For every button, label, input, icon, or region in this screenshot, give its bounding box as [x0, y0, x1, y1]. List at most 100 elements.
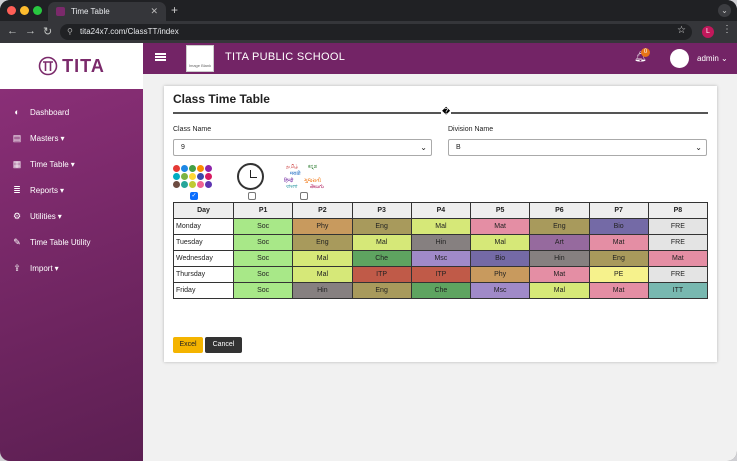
period-cell[interactable]: Bio	[588, 218, 649, 235]
time-mode-checkbox[interactable]	[248, 192, 256, 200]
address-bar[interactable]: ⚲ tita24x7.com/ClassTT/index	[60, 24, 692, 40]
language-mode-checkbox[interactable]	[300, 192, 308, 200]
period-cell[interactable]: Hin	[529, 250, 590, 267]
title-divider: �	[173, 107, 708, 116]
bookmark-star-icon[interactable]: ☆	[677, 25, 686, 36]
languages-icon[interactable]: தமிழ் ಕನ್ನಡ मराठी हिन्दी ગુજરાતી বাংলা తెలుగు	[284, 164, 330, 190]
color-palette-icon[interactable]	[173, 165, 216, 191]
palette-swatch	[181, 173, 188, 180]
period-cell[interactable]: Eng	[351, 282, 412, 299]
table-row: Friday Soc Hin Eng Che Msc Mal Mat ITT	[173, 282, 709, 299]
calendar-icon: ▦	[12, 159, 22, 169]
tab-search-icon[interactable]: ⌄	[718, 4, 731, 17]
profile-avatar[interactable]: L	[702, 26, 714, 38]
period-cell[interactable]: Hin	[292, 282, 353, 299]
period-cell[interactable]: FRE	[647, 218, 709, 235]
period-cell[interactable]: Mal	[292, 250, 353, 267]
reload-icon[interactable]: ↻	[43, 26, 53, 38]
sidebar-item-time-table-utility[interactable]: ✎ Time Table Utility	[11, 237, 90, 248]
table-row: Tuesday Soc Eng Mal Hin Mal Art Mat FRE	[173, 234, 709, 251]
palette-swatch	[189, 181, 196, 188]
period-cell[interactable]: ITT	[647, 282, 709, 299]
period-cell[interactable]: ITP	[351, 266, 412, 283]
period-cell[interactable]: Eng	[292, 234, 353, 251]
period-cell[interactable]: Mal	[529, 282, 590, 299]
column-header: P6	[529, 202, 590, 219]
minimize-window-button[interactable]	[20, 6, 29, 15]
sidebar-item-dashboard[interactable]: ◐ Dashboard	[11, 107, 69, 117]
period-cell[interactable]: ITP	[410, 266, 472, 283]
period-cell[interactable]: Eng	[588, 250, 649, 267]
browser-tab[interactable]: Time Table ✕	[48, 2, 166, 21]
maximize-window-button[interactable]	[33, 6, 42, 15]
class-name-select[interactable]: 9 ⌄	[173, 139, 432, 156]
sidebar-item-label: Import	[30, 264, 53, 273]
excel-button[interactable]: Excel	[173, 337, 203, 353]
sidebar-item-reports[interactable]: ≣ Reports ▾	[11, 185, 64, 196]
palette-swatch	[181, 165, 188, 172]
tab-title: Time Table	[71, 7, 110, 16]
period-cell[interactable]: Mal	[351, 234, 412, 251]
period-cell[interactable]: Mat	[588, 282, 649, 299]
brand-logo[interactable]: TITA	[0, 43, 143, 89]
period-cell[interactable]: Eng	[351, 218, 412, 235]
sidebar-item-masters[interactable]: ▤ Masters ▾	[11, 133, 65, 144]
hamburger-menu-icon[interactable]	[155, 53, 166, 61]
period-cell[interactable]: Msc	[410, 250, 472, 267]
period-cell[interactable]: Soc	[232, 250, 294, 267]
palette-swatch	[173, 165, 180, 172]
period-cell[interactable]: Art	[529, 234, 590, 251]
palette-swatch	[189, 173, 196, 180]
period-cell[interactable]: Eng	[529, 218, 590, 235]
period-cell[interactable]: Mat	[469, 218, 531, 235]
cancel-button[interactable]: Cancel	[205, 337, 242, 353]
period-cell[interactable]: FRE	[647, 234, 709, 251]
site-info-icon[interactable]: ⚲	[67, 27, 73, 36]
period-cell[interactable]: Che	[410, 282, 472, 299]
sidebar-item-import[interactable]: ⇪ Import ▾	[11, 263, 58, 274]
column-header: P8	[647, 202, 709, 219]
language-word: मराठी	[290, 171, 301, 177]
period-cell[interactable]: FRE	[647, 266, 709, 283]
period-cell[interactable]: PE	[588, 266, 649, 283]
period-cell[interactable]: Mal	[469, 234, 531, 251]
palette-swatch	[197, 173, 204, 180]
period-cell[interactable]: Phy	[292, 218, 353, 235]
day-cell: Wednesday	[173, 250, 234, 267]
palette-swatch	[205, 181, 212, 188]
notification-bell-icon[interactable]: 🔔︎	[634, 52, 647, 63]
period-cell[interactable]: Soc	[232, 266, 294, 283]
period-cell[interactable]: Mat	[588, 234, 649, 251]
top-bar: Image Blank TITA PUBLIC SCHOOL 🔔︎ 0 admi…	[143, 43, 737, 74]
period-cell[interactable]: Msc	[469, 282, 531, 299]
masters-icon: ▤	[12, 133, 22, 143]
period-cell[interactable]: Mal	[292, 266, 353, 283]
new-tab-icon[interactable]: +	[171, 3, 179, 17]
user-avatar[interactable]	[670, 49, 689, 68]
app-page: TITA ◐ Dashboard ▤ Masters ▾ ▦ Time Table ▾ ≣ Rep…	[0, 43, 737, 461]
back-icon[interactable]: ←	[7, 25, 18, 37]
period-cell[interactable]: Che	[351, 250, 412, 267]
color-mode-checkbox[interactable]: ✓	[190, 192, 198, 200]
period-cell[interactable]: Bio	[469, 250, 531, 267]
column-header: P5	[469, 202, 531, 219]
period-cell[interactable]: Mal	[410, 218, 472, 235]
period-cell[interactable]: Mat	[529, 266, 590, 283]
period-cell[interactable]: Hin	[410, 234, 472, 251]
sidebar-item-time-table[interactable]: ▦ Time Table ▾	[11, 159, 75, 170]
sidebar-item-utilities[interactable]: ⚙ Utilities ▾	[11, 211, 62, 222]
forward-icon[interactable]: →	[25, 25, 36, 37]
period-cell[interactable]: Soc	[232, 218, 294, 235]
period-cell[interactable]: Soc	[232, 234, 294, 251]
browser-menu-icon[interactable]: ⋮	[722, 24, 732, 35]
period-cell[interactable]: Soc	[232, 282, 294, 299]
division-name-select[interactable]: B ⌄	[448, 139, 707, 156]
period-cell[interactable]: Phy	[469, 266, 531, 283]
period-cell[interactable]: Mat	[647, 250, 709, 267]
table-header-row: Day P1 P2 P3 P4 P5 P6 P7 P8	[173, 202, 709, 219]
close-window-button[interactable]	[7, 6, 16, 15]
caret-down-icon: ▾	[70, 160, 75, 169]
close-tab-icon[interactable]: ✕	[150, 6, 158, 16]
clock-icon[interactable]	[237, 163, 264, 190]
user-menu[interactable]: admin ⌄	[697, 54, 728, 63]
